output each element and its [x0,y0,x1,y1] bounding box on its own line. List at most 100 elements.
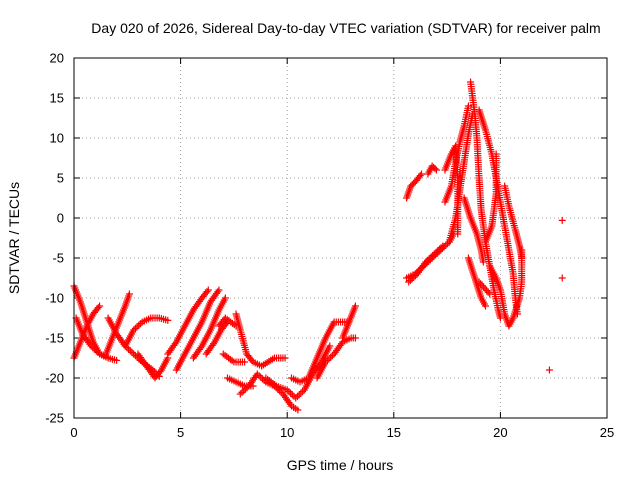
data-point [92,347,100,355]
data-point [137,320,145,328]
y-tick-label: -5 [52,251,64,266]
data-point [406,276,414,284]
data-point [322,358,330,366]
data-point [221,294,229,302]
x-axis-label: GPS time / hours [287,457,394,473]
data-point [293,392,301,400]
data-point [90,345,98,353]
y-tick-label: -20 [45,371,64,386]
y-tick-label: -10 [45,291,64,306]
data-point [125,345,133,353]
data-point [87,342,95,350]
data-point [558,216,566,224]
data-point [483,287,491,295]
data-point [94,304,102,312]
data-point [131,324,139,332]
data-point [484,288,492,296]
data-point [423,256,431,264]
x-tick-label: 15 [387,425,401,440]
y-tick-label: -15 [45,331,64,346]
data-point [475,278,483,286]
y-tick-label: 10 [50,131,64,146]
data-point [405,278,413,286]
data-point [241,358,249,366]
data-point [241,385,249,393]
data-point [326,342,334,350]
data-point [236,390,244,398]
x-tick-label: 20 [493,425,507,440]
y-tick-label: -25 [45,411,64,426]
data-point [126,347,134,355]
data-point [113,356,121,364]
data-point [209,340,217,348]
data-point [434,247,442,255]
data-point [486,290,494,298]
plot-frame [73,57,608,419]
data-point [435,245,443,253]
data-point [203,288,211,296]
data-point [478,281,486,289]
data-point [288,391,296,399]
data-point [214,288,222,296]
data-point [558,274,566,282]
x-tick-label: 10 [280,425,294,440]
data-point [255,372,263,380]
data-point [410,273,418,281]
data-point [444,240,452,248]
data-point [545,366,553,374]
data-point [481,285,489,293]
data-point [171,340,179,348]
y-tick-label: 15 [50,91,64,106]
data-point [430,250,438,258]
data-point [133,323,141,331]
data-point [479,258,487,266]
data-point [299,388,307,396]
data-point [257,373,265,381]
x-tick-label: 5 [177,425,184,440]
data-point [286,400,294,408]
data-point [89,344,97,352]
data-point [416,172,424,180]
y-tick-label: 0 [57,211,64,226]
data-point [454,230,462,238]
data-point [442,241,450,249]
data-point [518,254,526,262]
data-point [197,344,205,352]
data-point [480,283,488,291]
data-point [295,391,303,399]
data-point [422,258,430,266]
data-point [294,406,302,414]
data-point [432,248,440,256]
data-point [238,388,246,396]
data-point [96,302,104,310]
data-point [125,290,133,298]
data-point [287,389,295,397]
data-point [492,150,500,158]
data-point [440,243,448,251]
y-tick-label: 5 [57,171,64,186]
data-point [327,353,335,361]
data-point [439,242,447,250]
data-point [351,302,359,310]
data-point [240,387,248,395]
data-point [431,165,439,173]
data-point [481,302,489,310]
data-point [425,255,433,263]
data-point [164,316,172,324]
data-point [215,286,223,294]
gridlines [74,58,607,418]
data-point [204,286,212,294]
data-point [135,321,143,329]
data-point [128,348,136,356]
x-tick-label: 0 [70,425,77,440]
data-point [418,170,426,178]
data-point [156,368,164,376]
data-point [432,166,440,174]
data-point [464,102,472,110]
data-point [323,356,331,364]
data-point [408,275,416,283]
axis-ticks: 0 5 10 15 20 25 -25 -20 -15 -10 -5 0 5 10 15 20 [45,51,614,441]
data-points [70,78,566,414]
